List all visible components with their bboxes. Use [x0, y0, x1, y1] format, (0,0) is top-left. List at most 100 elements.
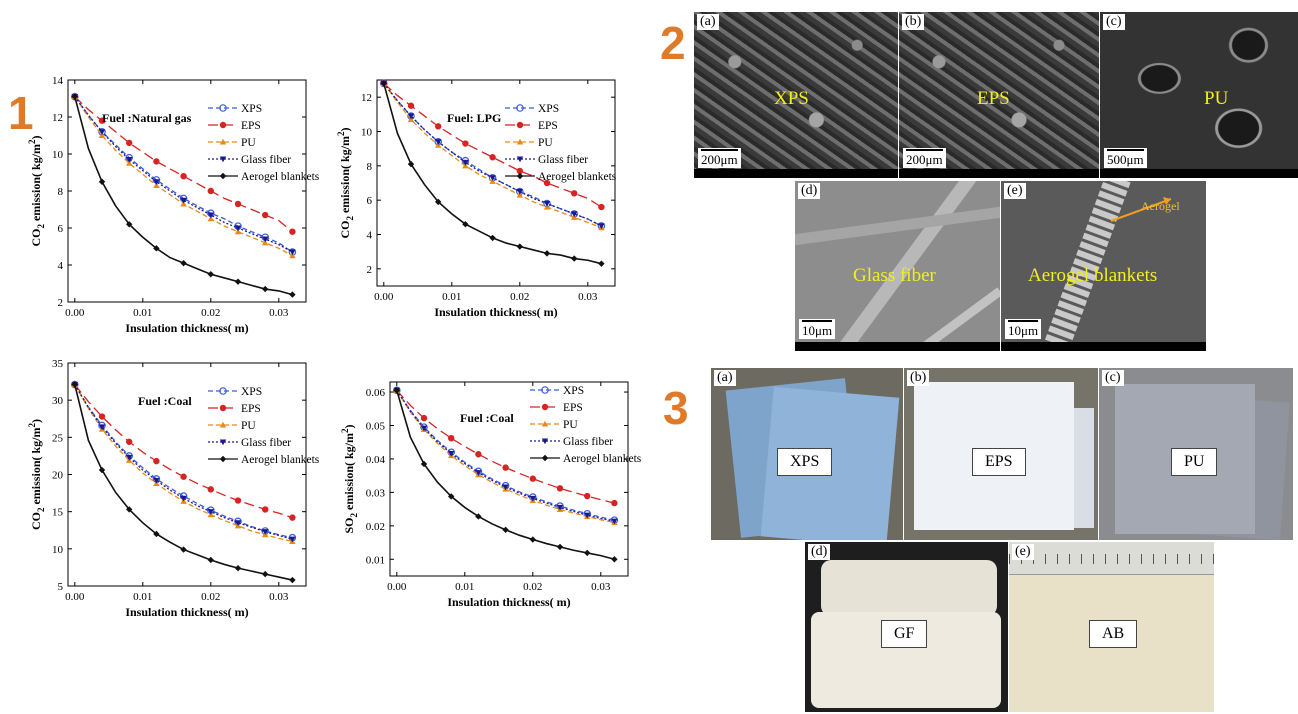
legend-marker: [516, 138, 524, 145]
data-point: [71, 93, 78, 100]
legend-label: EPS: [538, 120, 558, 132]
legend-label: XPS: [241, 386, 262, 398]
legend-marker: [541, 454, 549, 462]
sample-label: XPS: [777, 448, 833, 476]
data-point: [462, 221, 469, 228]
data-point: [502, 464, 509, 471]
y-tick-label: 2: [367, 264, 373, 276]
x-axis-label: Insulation thickness( m): [125, 605, 248, 619]
legend-marker: [541, 386, 549, 394]
data-point: [584, 492, 591, 500]
data-point: [234, 278, 242, 285]
scale-bar: 200μm: [698, 148, 741, 168]
photo-glass-fiber: (d) GF: [805, 542, 1008, 712]
sample-label: PU: [1171, 448, 1218, 476]
data-point: [289, 252, 296, 259]
data-point: [571, 211, 578, 218]
scale-bar: 10μm: [1005, 319, 1042, 339]
data-point: [407, 102, 415, 109]
data-point: [543, 201, 551, 207]
data-point: [180, 495, 187, 502]
panel-letter: (a): [697, 14, 719, 30]
legend-label: Aerogel blankets: [563, 453, 642, 465]
data-point: [234, 228, 242, 235]
data-point: [234, 200, 242, 208]
panel-letter: (a): [714, 370, 736, 386]
panel-letter: (c): [1102, 370, 1124, 386]
data-point: [153, 245, 160, 252]
legend-marker: [219, 455, 227, 463]
y-tick-label: 0.02: [366, 521, 385, 533]
data-point: [153, 530, 160, 538]
data-point: [98, 117, 106, 124]
data-point: [234, 225, 242, 232]
fuel-annotation: Fuel: LPG: [447, 111, 501, 125]
legend-marker: [219, 138, 227, 145]
x-tick-label: 0.03: [578, 291, 598, 303]
panel-letter: (c): [1103, 14, 1125, 30]
data-point: [543, 250, 551, 257]
series-line: [396, 389, 615, 504]
sample-label: AB: [1089, 620, 1138, 648]
x-tick-label: 0.03: [269, 307, 289, 319]
panel-letter: (d): [798, 183, 821, 199]
data-point: [207, 212, 214, 219]
data-point: [289, 536, 296, 543]
x-tick-label: 0.00: [387, 581, 407, 593]
data-point: [475, 470, 482, 476]
sem-info-bar: [795, 342, 1000, 351]
data-point: [126, 156, 133, 163]
x-tick-label: 0.01: [442, 291, 461, 303]
scale-bar: 500μm: [1104, 148, 1147, 168]
y-tick-label: 12: [52, 112, 63, 124]
material-label: Glass fiber: [853, 265, 936, 286]
y-tick-label: 10: [361, 127, 373, 139]
x-tick-label: 0.01: [455, 581, 474, 593]
plot-frame: [389, 381, 629, 577]
data-point: [462, 159, 469, 166]
data-point: [126, 438, 133, 445]
data-point: [234, 520, 242, 527]
legend-marker: [541, 403, 549, 411]
data-point: [475, 451, 482, 458]
x-tick-label: 0.02: [510, 291, 529, 303]
y-tick-label: 25: [52, 432, 64, 444]
y-tick-label: 0.01: [366, 554, 385, 566]
data-point: [289, 249, 296, 256]
data-point: [262, 285, 269, 293]
data-point: [516, 243, 523, 250]
y-tick-label: 0.04: [366, 454, 386, 466]
data-point: [543, 179, 551, 187]
data-point: [420, 414, 428, 422]
data-point: [180, 473, 187, 480]
legend-marker: [219, 439, 227, 446]
chart-1: 0.00 0.01 0.02 0.03 2 4 6 8 10 12 14 Insulation thi…: [27, 75, 320, 335]
data-point: [289, 228, 296, 235]
y-tick-label: 10: [52, 544, 64, 556]
data-point: [516, 167, 523, 175]
data-point: [502, 484, 509, 491]
data-point: [393, 387, 400, 394]
y-tick-label: 0.03: [366, 487, 386, 499]
y-tick-label: 8: [58, 186, 64, 198]
y-tick-label: 4: [58, 260, 64, 272]
data-point: [126, 506, 133, 513]
data-point: [153, 182, 160, 189]
data-point: [262, 211, 269, 219]
data-point: [98, 466, 106, 474]
series-line: [74, 96, 293, 253]
data-point: [262, 236, 269, 243]
legend-label: PU: [241, 420, 256, 432]
chart-2: 0.00 0.01 0.02 0.03 2 4 6 8 10 12 Insulation thick…: [336, 79, 617, 319]
data-point: [234, 564, 242, 572]
data-point: [529, 475, 536, 482]
y-tick-label: 5: [58, 581, 64, 593]
data-point: [529, 536, 536, 543]
data-point: [598, 223, 605, 230]
legend-label: XPS: [241, 103, 262, 115]
data-point: [126, 139, 133, 147]
legend-label: Glass fiber: [563, 436, 613, 448]
data-point: [489, 234, 496, 242]
legend-label: XPS: [563, 385, 584, 397]
material-label: EPS: [977, 88, 1010, 109]
